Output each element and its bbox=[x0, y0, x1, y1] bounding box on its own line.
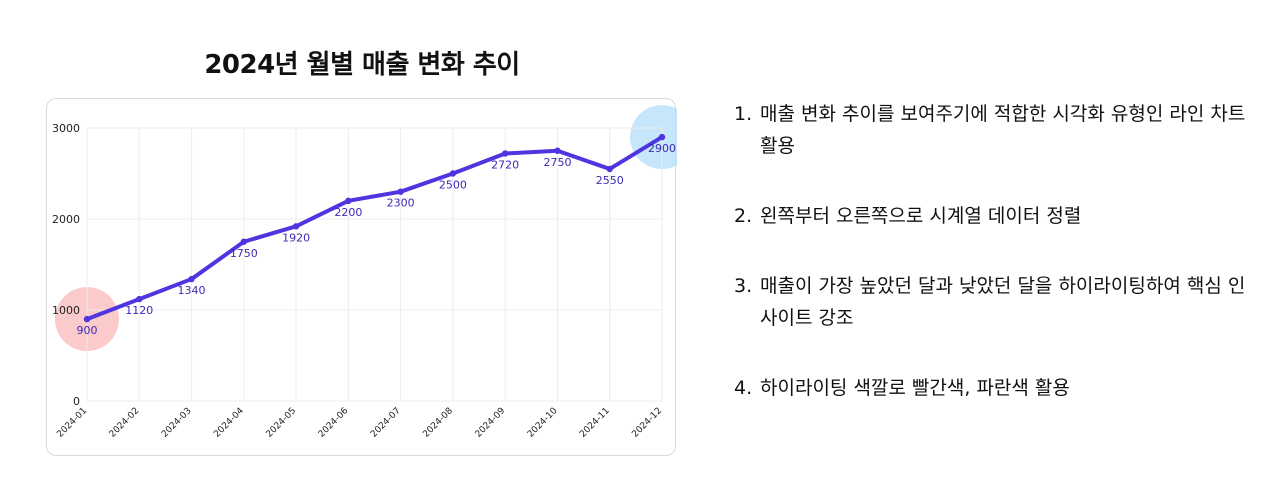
x-tick-label: 2024-01 bbox=[55, 406, 89, 440]
data-point bbox=[501, 150, 509, 157]
chart-title: 2024년 월별 매출 변화 추이 bbox=[204, 50, 520, 80]
data-label: 1120 bbox=[125, 304, 153, 317]
x-tick-label: 2024-08 bbox=[421, 406, 455, 440]
data-point bbox=[83, 315, 91, 323]
data-point bbox=[606, 165, 613, 173]
data-label: 1340 bbox=[178, 284, 206, 297]
x-tick-label: 2024-06 bbox=[317, 406, 351, 440]
data-point bbox=[292, 223, 300, 230]
y-tick-label: 1000 bbox=[52, 304, 80, 317]
data-label: 2500 bbox=[439, 179, 467, 192]
x-tick-label: 2024-12 bbox=[630, 406, 664, 440]
x-tick-label: 2024-09 bbox=[474, 406, 508, 440]
note-number: 2. bbox=[734, 205, 753, 227]
data-label: 2300 bbox=[387, 197, 415, 210]
note-text: 하이라이팅 색깔로 빨간색, 파란색 활용 bbox=[760, 377, 1070, 399]
series-line bbox=[85, 135, 664, 322]
note-text: 왼쪽부터 오른쪽으로 시계열 데이터 정렬 bbox=[760, 205, 1082, 227]
note-number: 1. bbox=[734, 103, 753, 125]
data-label: 1920 bbox=[282, 231, 310, 244]
data-point bbox=[240, 238, 248, 245]
x-tick-label: 2024-04 bbox=[212, 406, 246, 440]
note-item: 2. 왼쪽부터 오른쪽으로 시계열 데이터 정렬 bbox=[734, 200, 1254, 232]
data-point bbox=[136, 295, 143, 303]
data-label: 2720 bbox=[491, 158, 519, 171]
note-item: 1. 매출 변화 추이를 보여주기에 적합한 시각화 유형인 라인 차트 활용 bbox=[734, 98, 1254, 162]
x-tick-label: 2024-05 bbox=[265, 406, 299, 440]
note-item: 4. 하이라이팅 색깔로 빨간색, 파란색 활용 bbox=[734, 372, 1254, 404]
chart-card: 0 1000 2000 3000 2024-01 2024-02 2024-03 2024-0… bbox=[46, 98, 677, 456]
data-label: 900 bbox=[77, 324, 98, 337]
x-tick-label: 2024-02 bbox=[108, 406, 142, 440]
x-tick-label: 2024-10 bbox=[526, 406, 560, 440]
x-tick-label: 2024-03 bbox=[160, 406, 194, 440]
x-tick-label: 2024-07 bbox=[369, 406, 403, 440]
data-label: 2750 bbox=[543, 156, 571, 169]
data-label: 1750 bbox=[230, 247, 258, 260]
line-chart: 0 1000 2000 3000 2024-01 2024-02 2024-03 2024-0… bbox=[52, 105, 677, 440]
note-number: 3. bbox=[734, 275, 753, 297]
data-point bbox=[397, 188, 404, 195]
data-point bbox=[449, 170, 457, 177]
data-point bbox=[345, 197, 352, 204]
data-label: 2900 bbox=[648, 142, 676, 155]
note-text: 매출이 가장 높았던 달과 낮았던 달을 하이라이팅하여 핵심 인사이트 강조 bbox=[760, 275, 1246, 329]
y-tick-label: 3000 bbox=[52, 122, 80, 135]
data-label: 2550 bbox=[596, 174, 624, 187]
data-point bbox=[554, 147, 561, 154]
y-tick-label: 0 bbox=[73, 395, 80, 408]
notes-list: 1. 매출 변화 추이를 보여주기에 적합한 시각화 유형인 라인 차트 활용 … bbox=[734, 98, 1254, 442]
highlight-circle bbox=[630, 105, 677, 170]
note-number: 4. bbox=[734, 377, 753, 399]
note-text: 매출 변화 추이를 보여주기에 적합한 시각화 유형인 라인 차트 활용 bbox=[760, 103, 1246, 157]
data-label: 2200 bbox=[334, 206, 362, 219]
data-point bbox=[188, 275, 195, 283]
data-point bbox=[658, 133, 666, 141]
y-tick-label: 2000 bbox=[52, 213, 80, 226]
x-tick-label: 2024-11 bbox=[578, 406, 612, 440]
note-item: 3. 매출이 가장 높았던 달과 낮았던 달을 하이라이팅하여 핵심 인사이트 … bbox=[734, 270, 1254, 334]
